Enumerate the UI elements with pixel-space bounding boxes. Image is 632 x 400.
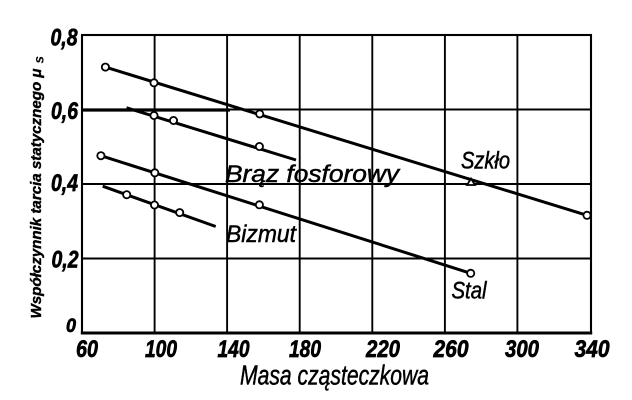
svg-text:140: 140 — [218, 336, 251, 363]
svg-text:100: 100 — [145, 336, 178, 363]
svg-text:0: 0 — [66, 315, 76, 337]
svg-text:Szkło: Szkło — [461, 148, 510, 175]
svg-text:0,6: 0,6 — [51, 98, 79, 125]
svg-text:300: 300 — [505, 336, 540, 363]
svg-text:s: s — [32, 56, 47, 64]
svg-text:Brąz fosforowy: Brąz fosforowy — [225, 161, 401, 188]
svg-text:Masa cząsteczkowa: Masa cząsteczkowa — [240, 360, 429, 391]
svg-text:Stal: Stal — [452, 278, 488, 305]
svg-text:0,4: 0,4 — [51, 170, 78, 197]
svg-text:Bizmut: Bizmut — [226, 221, 297, 248]
svg-text:0,2: 0,2 — [52, 247, 80, 274]
svg-text:220: 220 — [365, 336, 400, 363]
svg-text:340: 340 — [575, 336, 611, 363]
svg-text:60: 60 — [76, 336, 99, 363]
svg-text:Współczynnik tarcia statyczneg: Współczynnik tarcia statycznego μ — [28, 69, 45, 319]
svg-text:260: 260 — [433, 336, 469, 363]
svg-text:180: 180 — [289, 336, 322, 363]
svg-text:0,8: 0,8 — [51, 25, 79, 52]
